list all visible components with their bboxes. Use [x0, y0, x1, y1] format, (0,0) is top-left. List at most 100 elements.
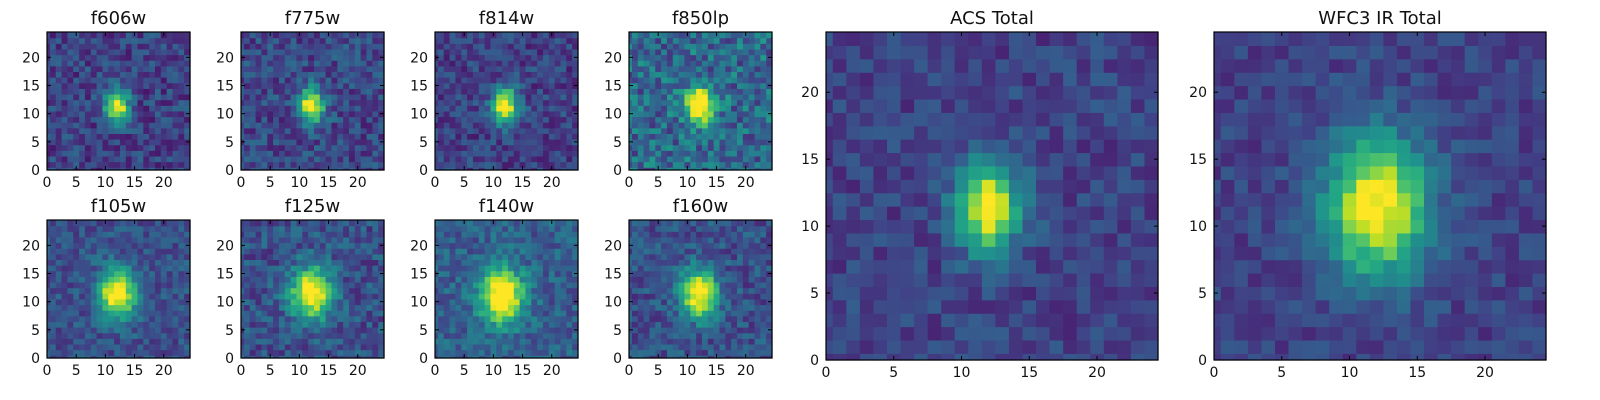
heatmap-cell: [649, 343, 656, 351]
heatmap-cell: [548, 349, 556, 356]
heatmap-cell: [61, 133, 69, 140]
heatmap-cell: [296, 155, 303, 163]
heatmap-cell: [736, 82, 744, 89]
heatmap-cell: [360, 122, 368, 129]
heatmap-cell: [537, 259, 544, 266]
heatmap-cell: [629, 48, 633, 56]
heatmap-cell: [90, 265, 98, 272]
heatmap-cell: [172, 248, 179, 255]
heatmap-cell: [629, 43, 633, 50]
heatmap-cell: [719, 65, 726, 73]
heatmap-cell: [302, 60, 309, 67]
heatmap-cell: [249, 270, 257, 277]
heatmap-cell: [449, 327, 457, 334]
heatmap-cell: [467, 287, 474, 294]
heatmap-cell: [519, 48, 527, 56]
heatmap-cell: [241, 93, 245, 101]
heatmap-cell: [572, 150, 579, 157]
heatmap-cell: [449, 248, 457, 255]
heatmap-cell: [560, 220, 567, 227]
heatmap-cell: [731, 310, 738, 317]
heatmap-cell: [154, 327, 162, 334]
heatmap-cell: [67, 144, 74, 151]
heatmap-cell: [649, 110, 656, 118]
heatmap-cell: [273, 315, 280, 322]
heatmap-cell: [102, 65, 109, 73]
heatmap-cell: [308, 270, 315, 277]
heatmap-cell: [84, 321, 92, 328]
heatmap-cell: [443, 298, 451, 306]
heatmap-cell: [707, 54, 715, 61]
heatmap-cell: [537, 48, 544, 56]
heatmap-cell: [160, 144, 168, 151]
heatmap-cell: [184, 37, 191, 44]
heatmap-cell: [713, 287, 721, 294]
heatmap-cell: [114, 270, 121, 277]
heatmap-cell: [629, 127, 633, 134]
heatmap-cell: [736, 276, 744, 283]
heatmap-cell: [67, 327, 74, 334]
heatmap-cell: [119, 287, 127, 294]
heatmap-cell: [548, 99, 556, 106]
heatmap-cell: [707, 167, 715, 171]
heatmap-cell: [661, 310, 668, 317]
heatmap-cell: [560, 259, 567, 266]
heatmap-cell: [437, 281, 445, 289]
heatmap-cell: [278, 155, 286, 163]
heatmap-cell: [472, 48, 480, 56]
heatmap-cell: [496, 248, 503, 255]
heatmap-cell: [760, 43, 767, 50]
heatmap-cell: [731, 60, 738, 67]
heatmap-cell: [684, 82, 691, 89]
heatmap-cell: [149, 155, 156, 163]
heatmap-cell: [666, 133, 674, 140]
heatmap-cell: [443, 161, 451, 168]
heatmap-cell: [766, 122, 773, 129]
heatmap-cell: [325, 304, 333, 311]
heatmap-cell: [742, 133, 750, 140]
x-tick-label: 20: [349, 363, 367, 379]
heatmap-cell: [455, 43, 462, 50]
heatmap-cell: [308, 105, 315, 112]
heatmap-cell: [754, 139, 761, 146]
heatmap-cell: [249, 116, 257, 123]
heatmap-cell: [284, 60, 292, 67]
heatmap-cell: [661, 32, 668, 39]
heatmap-cell: [542, 139, 550, 146]
heatmap-cell: [672, 99, 680, 106]
heatmap-cell: [637, 127, 645, 134]
heatmap-cell: [337, 276, 344, 283]
heatmap-cell: [84, 248, 92, 255]
heatmap-cell: [125, 93, 133, 101]
heatmap-cell: [666, 110, 674, 118]
heatmap-cell: [308, 99, 315, 106]
heatmap-cell: [713, 127, 721, 134]
heatmap-cell: [631, 122, 639, 129]
heatmap-cell: [284, 355, 292, 359]
heatmap-cell: [114, 343, 121, 351]
heatmap-cell: [267, 48, 274, 56]
x-tick-label: 20: [155, 175, 173, 191]
heatmap-cell: [267, 265, 274, 272]
heatmap-cell: [736, 167, 744, 171]
heatmap-cell: [114, 93, 121, 101]
heatmap-cell: [684, 270, 691, 277]
heatmap-cell: [278, 248, 286, 255]
heatmap-cell: [243, 287, 251, 294]
heatmap-cell: [267, 77, 274, 84]
heatmap-cell: [243, 122, 251, 129]
heatmap-cell: [542, 343, 550, 351]
heatmap-cell: [437, 332, 445, 339]
heatmap-cell: [343, 321, 350, 328]
heatmap-cell: [760, 321, 767, 328]
heatmap-cell: [261, 349, 268, 356]
heatmap-cell: [435, 71, 439, 78]
heatmap-cell: [690, 304, 697, 311]
heatmap-cell: [331, 88, 338, 95]
heatmap-cell: [366, 231, 373, 238]
heatmap-cell: [49, 332, 57, 339]
heatmap-cell: [572, 161, 579, 168]
heatmap-cell: [435, 32, 439, 39]
heatmap-cell: [160, 332, 168, 339]
